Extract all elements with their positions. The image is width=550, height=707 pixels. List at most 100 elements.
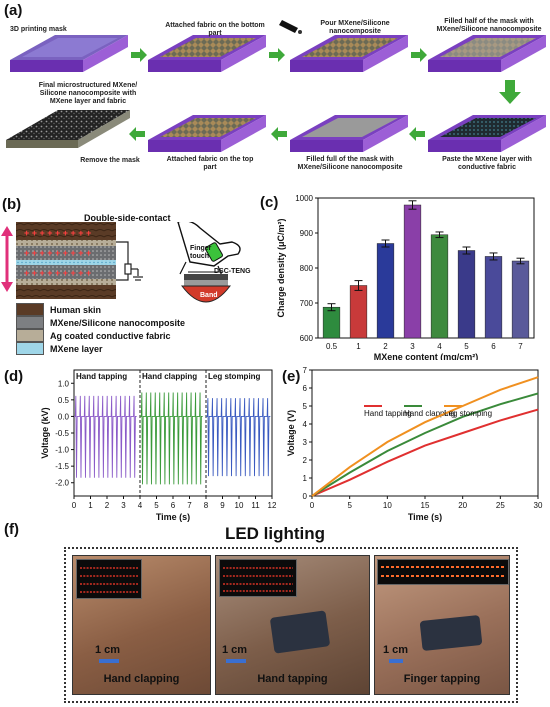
panel-b-diagram: + + + + + + + + + + + + + + + + + + + + … [1,222,241,303]
scale-label-1: 1 cm [95,644,121,656]
x-tick-label-5: 5 [464,342,469,351]
scale-label-2: 1 cm [222,644,248,656]
x-tick-label-1: 5 [347,501,352,510]
x-axis-label: MXene content (mg/cm²) [374,352,479,360]
x-tick-label-4: 4 [437,342,442,351]
x-tick-label-0: 0.5 [326,342,338,351]
legend-mxene-layer: MXene layer [16,342,185,355]
series-0 [311,408,539,497]
legend-label-0: Hand tapping [364,409,412,418]
x-tick-label-0: 0 [310,501,315,510]
panel-label-a: (a) [4,2,23,19]
photo-finger-tapping: 1 cm Finger tapping [374,555,510,695]
arrow-6-7 [271,127,287,141]
y-tick-label-1: 1 [303,474,308,483]
legend-ag-fabric: Ag coated conductive fabric [16,329,185,342]
x-tick-label-8: 8 [204,501,209,510]
x-tick-label-2: 10 [383,501,392,510]
ground-icon [116,241,143,281]
x-tick-label-3: 3 [410,342,415,351]
x-tick-label-12: 12 [268,501,277,510]
x-tick-label-11: 11 [251,501,260,510]
scale-bar-2 [226,659,246,663]
x-axis-label: Time (s) [408,512,442,522]
y-tick-label-6: 6 [303,384,308,393]
step-3-box [290,35,408,72]
caption-hand-clapping: Hand clapping [103,673,180,685]
step-4-box [428,35,546,72]
bar-5 [457,250,476,339]
pour-bottle-icon [279,20,302,34]
y-tick-label-1: 700 [300,299,314,308]
bar-0.5 [322,306,341,339]
line-chart-voltage-kv: -2.0-1.5-1.0-0.50.00.51.00 1 2 3 4 5 6 7 8 9 10 11 1… [40,369,277,522]
y-tick-label-2: 2 [303,456,308,465]
double-arrow-icon [1,226,13,292]
panel-f-title: LED lighting [224,524,326,543]
panel-b-legend: Human skin MXene/Silicone nanocomposite … [16,303,185,355]
legend-human-skin: Human skin [16,303,185,316]
panel-label-d: (d) [4,368,24,385]
y-tick-label-1: -1.5 [55,462,69,471]
panel-b-title: Double-side-contact [84,213,171,223]
series-label-2: Leg stomping [208,372,261,381]
photo-hand-tapping: 1 cm Hand tapping [215,555,370,695]
teng-patch-3 [419,614,483,652]
y-tick-label-4: 1000 [295,194,313,203]
y-tick-label-3: -0.5 [55,429,69,438]
series-0 [74,395,137,478]
x-tick-label-6: 30 [534,501,543,510]
legend-label-1: Hand clapping [404,409,455,418]
step-1-caption: 3D printing mask [10,26,67,33]
x-tick-label-0: 0 [72,501,77,510]
y-tick-label-4: 0.0 [58,412,70,421]
step-2-box [148,35,266,72]
y-axis-label: Voltage (V) [286,410,296,456]
step-5-caption: Paste the MXene layer with conductive fa… [442,156,532,171]
led-array-1 [76,559,142,599]
x-tick-label-2: 2 [105,501,110,510]
x-tick-label-4: 20 [458,501,467,510]
step-6-box [290,115,408,152]
y-axis-label: Voltage (kV) [40,407,50,458]
legend-composite: MXene/Silicone nanocomposite [16,316,185,329]
led-array-3 [377,559,509,585]
panel-label-c: (c) [260,194,279,211]
series-label-0: Hand tapping [76,372,127,381]
panel-label-f: (f) [4,521,19,538]
x-tick-label-9: 9 [220,501,225,510]
x-tick-label-5: 25 [496,501,505,510]
bar-1 [349,285,368,339]
arrow-2-3 [269,48,285,62]
svg-text:+ + + + + + + + +: + + + + + + + + + [24,228,91,238]
caption-hand-tapping: Hand tapping [257,673,328,685]
bar-2 [376,243,395,339]
y-tick-label-0: 600 [300,334,314,343]
bar-chart-charge-density: 600 700 800 900 1000 0.5 1 2 3 4 5 6 7 MXene content … [276,194,535,360]
y-tick-label-2: -1.0 [55,446,69,455]
arrow-3-4 [411,48,427,62]
series-2 [311,376,539,497]
step-7-caption: Attached fabric on the top part [166,156,254,171]
scale-label-3: 1 cm [383,644,409,656]
x-tick-label-3: 15 [421,501,430,510]
panel-label-b: (b) [2,196,22,213]
y-tick-label-0: -2.0 [55,479,69,488]
y-tick-label-3: 900 [300,229,314,238]
y-tick-label-4: 4 [303,420,308,429]
arrow-5-6 [409,127,425,141]
series-2 [206,398,271,477]
arrow-1-2 [131,48,147,62]
y-tick-label-3: 3 [303,438,308,447]
x-tick-label-3: 3 [121,501,126,510]
step-8-final-device [6,110,130,148]
x-tick-label-7: 7 [187,501,192,510]
led-array-2 [219,559,297,597]
step-7-box [148,115,266,152]
x-tick-label-5: 5 [154,501,159,510]
wrist-band-device [177,222,241,303]
x-tick-label-1: 1 [356,342,361,351]
caption-finger-tapping: Finger tapping [403,673,481,685]
x-tick-label-2: 2 [383,342,388,351]
